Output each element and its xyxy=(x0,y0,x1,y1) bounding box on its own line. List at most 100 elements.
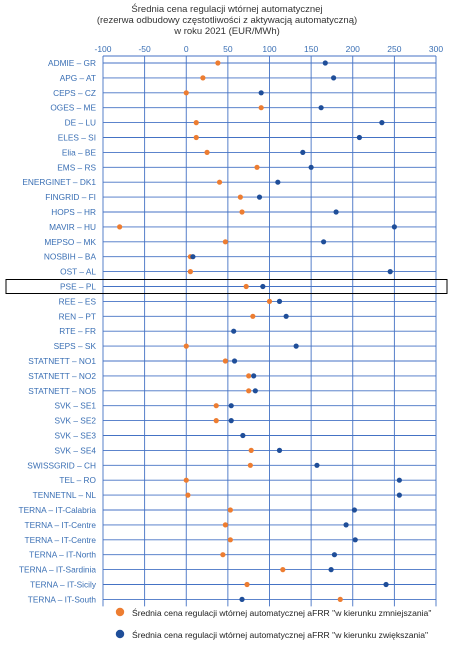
data-point-up xyxy=(276,298,283,304)
data-point-up xyxy=(351,507,358,513)
data-point-down xyxy=(254,164,260,170)
x-tick-label: 50 xyxy=(223,44,233,54)
legend: Średnia cena regulacji wtórnej automatyc… xyxy=(115,607,431,640)
category-label: SEPS – SK xyxy=(54,341,97,351)
data-point-up xyxy=(322,60,328,66)
category-label: CEPS – CZ xyxy=(53,88,96,98)
chart-title-line-1: Średnia cena regulacji wtórnej automatyc… xyxy=(131,3,322,15)
category-label: REE – ES xyxy=(59,296,97,306)
data-point-up xyxy=(379,120,385,126)
data-point-down xyxy=(247,462,253,468)
data-point-up xyxy=(258,90,264,96)
data-point-up xyxy=(256,194,263,200)
category-label: MAVIR – HU xyxy=(49,222,96,232)
data-point-down xyxy=(187,269,194,275)
category-label: OGES – ME xyxy=(50,103,96,113)
category-label: STATNETT – NO2 xyxy=(28,371,96,381)
highlight-row-box xyxy=(5,279,448,294)
category-label: ENERGINET – DK1 xyxy=(22,177,96,187)
category-label: PSE – PL xyxy=(60,282,96,292)
data-point-up xyxy=(321,239,327,245)
category-label: FINGRID – FI xyxy=(45,192,96,202)
data-point-down xyxy=(222,522,228,528)
data-point-up xyxy=(331,552,338,558)
data-point-down xyxy=(200,75,206,81)
data-point-up xyxy=(333,209,339,215)
highlight-box xyxy=(5,279,448,294)
category-label: DE – LU xyxy=(65,118,96,128)
data-point-down xyxy=(227,537,233,543)
category-label: NOSBIH – BA xyxy=(44,252,97,262)
category-label: REN – PT xyxy=(59,311,96,321)
x-tick-label: 100 xyxy=(262,44,276,54)
data-point-down xyxy=(213,403,219,409)
data-point-up xyxy=(383,581,389,588)
data-point-up xyxy=(300,149,306,155)
legend-label-down: Średnia cena regulacji wtórnej automatyc… xyxy=(132,607,431,618)
data-point-down xyxy=(204,149,210,155)
category-label: ADMIE – GR xyxy=(48,58,96,68)
data-point-up xyxy=(391,224,397,230)
data-point-up xyxy=(352,537,358,543)
data-point-up xyxy=(343,522,349,528)
data-point-down xyxy=(239,209,245,215)
data-point-up xyxy=(276,447,283,453)
category-label: TERNA – IT-Sicily xyxy=(30,580,97,590)
category-label: HOPS – HR xyxy=(51,207,96,217)
data-point-up xyxy=(387,269,393,275)
data-point-up xyxy=(260,283,266,290)
data-point-up xyxy=(240,432,246,439)
data-point-up xyxy=(190,254,196,260)
chart-title: Średnia cena regulacji wtórnej automatyc… xyxy=(97,3,357,37)
x-tick-labels: -100 -50 0 50 100 150 200 250 300 xyxy=(94,44,443,54)
category-label: TERNA – IT-North xyxy=(29,550,96,560)
category-label: RTE – FR xyxy=(59,326,96,336)
data-point-up xyxy=(356,134,363,141)
category-label: SVK – SE1 xyxy=(54,401,96,411)
data-point-down xyxy=(183,343,189,349)
data-point-down xyxy=(266,298,273,304)
category-label: SWISSGRID – CH xyxy=(27,460,96,470)
category-label: Elia – BE xyxy=(62,147,97,157)
x-tick-label: 250 xyxy=(387,44,401,54)
data-point-up xyxy=(231,358,238,364)
data-point-up xyxy=(228,418,234,424)
data-point-down xyxy=(117,224,123,230)
data-point-down xyxy=(337,596,343,603)
data-point-down xyxy=(244,581,250,588)
data-points xyxy=(117,60,402,603)
data-point-up xyxy=(328,567,334,573)
data-point-down xyxy=(258,105,264,111)
data-point-up xyxy=(396,477,402,483)
data-point-down xyxy=(243,283,249,290)
data-point-down xyxy=(222,358,228,364)
category-label: TERNA – IT-Calabria xyxy=(19,505,97,515)
data-point-down xyxy=(185,492,191,498)
category-label: SVK – SE4 xyxy=(54,445,96,455)
x-tick-label: 0 xyxy=(184,44,189,54)
data-point-down xyxy=(280,567,286,573)
chart-title-line-3: w roku 2021 (EUR/MWh) xyxy=(173,26,280,37)
data-point-up xyxy=(396,492,402,498)
data-point-up xyxy=(252,388,258,394)
data-point-down xyxy=(216,179,223,185)
legend-marker-down xyxy=(115,607,125,617)
x-tick-label: -50 xyxy=(138,44,151,54)
data-point-down xyxy=(183,90,189,96)
category-labels: ADMIE – GR APG – AT CEPS – CZ OGES – ME DE –… xyxy=(19,58,97,604)
data-point-up xyxy=(239,596,245,603)
data-point-down xyxy=(220,552,226,558)
x-tick-label: 300 xyxy=(429,44,443,54)
data-point-down xyxy=(213,418,219,424)
category-label: APG – AT xyxy=(60,73,96,83)
data-point-down xyxy=(237,194,243,200)
data-point-up xyxy=(228,403,234,409)
data-point-up xyxy=(275,179,281,185)
category-label: TEL – RO xyxy=(59,475,96,485)
data-point-down xyxy=(250,313,256,319)
category-label: TERNA – IT-Centre xyxy=(25,520,97,530)
data-point-down xyxy=(193,120,199,126)
data-point-down xyxy=(227,507,233,513)
data-point-up xyxy=(308,164,314,170)
